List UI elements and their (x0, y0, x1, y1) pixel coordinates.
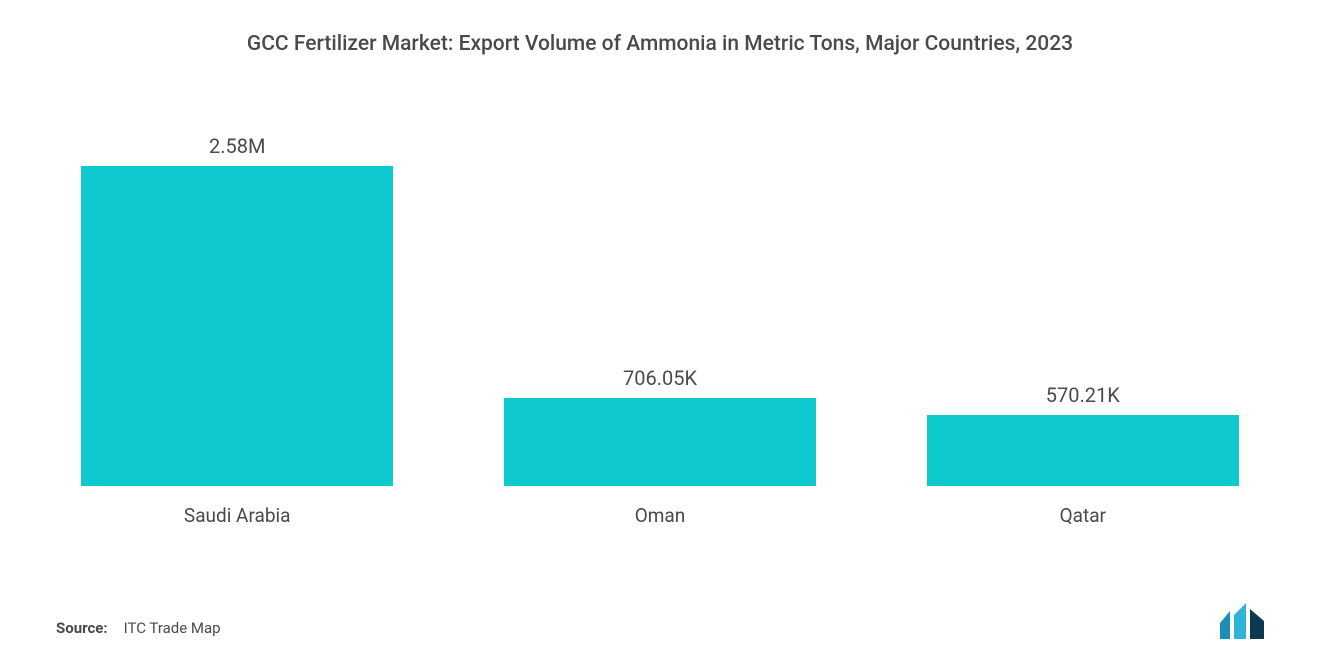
bar-group-1: 706.05K (479, 366, 841, 486)
bar-group-0: 2.58M (56, 134, 418, 486)
bar-value-label: 570.21K (1046, 383, 1120, 407)
x-axis-labels: Saudi Arabia Oman Qatar (56, 494, 1264, 527)
bar-rect (927, 415, 1239, 486)
bar-value-label: 2.58M (209, 134, 265, 158)
bar-rect (81, 166, 393, 486)
brand-logo-icon (1216, 601, 1272, 643)
x-axis-label: Oman (479, 494, 841, 527)
x-axis-label: Qatar (902, 494, 1264, 527)
bar-group-2: 570.21K (902, 383, 1264, 486)
source-value: ITC Trade Map (124, 619, 221, 637)
chart-plot-area: 2.58M 706.05K 570.21K (56, 116, 1264, 486)
source-footer: Source: ITC Trade Map (56, 619, 221, 637)
chart-title: GCC Fertilizer Market: Export Volume of … (56, 32, 1264, 56)
bar-value-label: 706.05K (623, 366, 697, 390)
source-label: Source: (56, 619, 108, 637)
x-axis-label: Saudi Arabia (56, 494, 418, 527)
bar-rect (504, 398, 816, 486)
